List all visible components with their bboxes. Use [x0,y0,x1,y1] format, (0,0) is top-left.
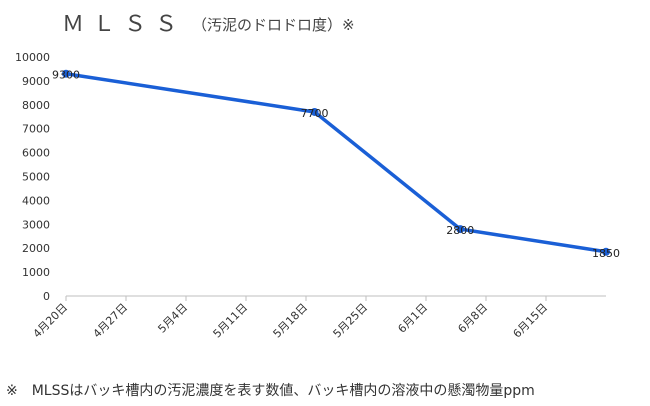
plot-area: 9300 7700 2800 1850 [52,69,620,260]
y-tick-label: 7000 [22,123,50,136]
y-tick-label: 6000 [22,147,50,160]
y-tick-label: 8000 [22,99,50,112]
x-tick-label: 5月11日 [211,301,251,341]
x-tick-label: 4月20日 [31,301,71,341]
y-tick-label: 4000 [22,194,50,207]
data-label: 1850 [592,247,620,260]
y-tick-label: 9000 [22,75,50,88]
x-tick-label: 6月8日 [455,301,490,336]
x-tick-label: 5月25日 [331,301,371,341]
x-tick-label: 4月27日 [91,301,131,341]
y-tick-label: 2000 [22,242,50,255]
x-tick-label: 5月4日 [155,301,190,336]
chart-subtitle: （汚泥のドロドロ度）※ [192,16,355,34]
x-tick-label: 6月1日 [395,301,430,336]
footnote: ※ MLSSはバッキ槽内の汚泥濃度を表す数値、バッキ槽内の溶液中の懸濁物量ppm [6,383,535,399]
data-point [310,107,319,116]
y-tick-label: 0 [43,290,50,303]
x-axis: 4月20日 4月27日 5月4日 5月11日 5月18日 5月25日 6月1日 6月8日 6月1… [31,295,606,341]
y-tick-label: 5000 [22,171,50,184]
y-axis: 0 1000 2000 3000 4000 5000 6000 7000 8000 9000 100… [15,51,50,303]
y-tick-label: 10000 [15,51,50,64]
data-label: 2800 [446,224,474,237]
data-label: 7700 [301,107,329,120]
chart-title: ＭＬＳＳ [62,12,186,37]
data-point [456,225,465,234]
data-point [602,247,610,256]
x-tick-label: 5月18日 [271,301,311,341]
y-tick-label: 3000 [22,218,50,231]
x-tick-label: 6月15日 [511,301,551,341]
data-label: 9300 [52,69,80,82]
series-line [65,72,607,254]
mlss-chart: ＭＬＳＳ （汚泥のドロドロ度）※ 0 1000 2000 3000 4000 5000 60… [15,12,620,341]
data-point [62,69,70,78]
y-tick-label: 1000 [22,266,50,279]
